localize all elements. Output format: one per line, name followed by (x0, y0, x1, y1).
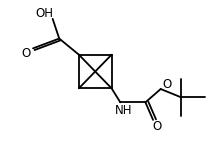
Text: O: O (163, 78, 172, 91)
Text: O: O (153, 120, 162, 133)
Text: O: O (22, 47, 31, 60)
Text: OH: OH (35, 7, 53, 20)
Text: NH: NH (115, 104, 132, 117)
